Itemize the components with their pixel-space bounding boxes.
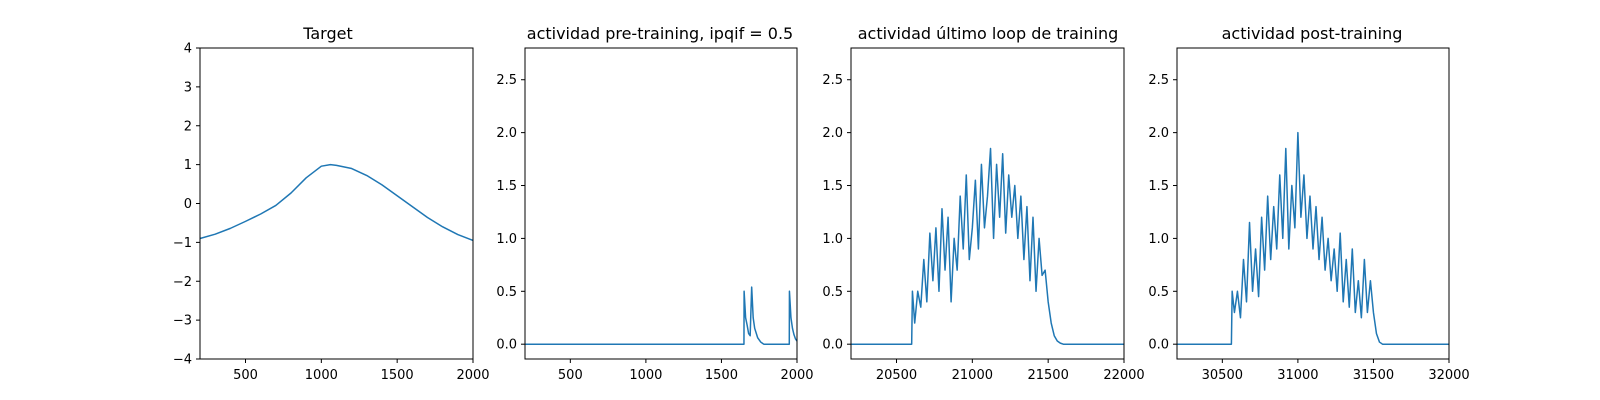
x-tick-label: 2000 [780, 368, 813, 383]
y-tick-label: 0 [184, 197, 192, 212]
x-tick-label: 1000 [629, 368, 662, 383]
axes-frame [199, 47, 474, 360]
x-tick-label: 500 [558, 368, 583, 383]
x-tick-label: 31000 [1277, 368, 1318, 383]
x-tick-label: 21500 [1027, 368, 1068, 383]
x-tick-label: 31500 [1353, 368, 1394, 383]
series-line [851, 147, 1124, 345]
subplot-post-training: actividad post-training 30500 31000 31500 3… [1148, 24, 1469, 383]
x-tick-label: 500 [233, 368, 258, 383]
x-tick-label: 2000 [456, 368, 489, 383]
y-tick-label: 0.0 [822, 338, 843, 353]
series-line [525, 286, 798, 345]
y-tick-label: −3 [173, 314, 192, 329]
y-tick-label: −4 [173, 353, 192, 368]
y-tick-label: 1.5 [1148, 179, 1169, 194]
y-tick-label: 2.5 [1148, 73, 1169, 88]
x-tick-label: 20500 [876, 368, 917, 383]
y-tick-label: 4 [184, 42, 192, 57]
series-line [199, 163, 474, 242]
y-tick-label: 2.0 [822, 126, 843, 141]
y-tick-label: 3 [184, 80, 192, 95]
subplot-title: Target [302, 24, 353, 43]
subplot-title: actividad post-training [1222, 24, 1403, 43]
x-tick-label: 1500 [705, 368, 738, 383]
x-tick-label: 1000 [305, 368, 338, 383]
y-tick-label: 0.5 [496, 285, 517, 300]
subplot-target: Target 500 1000 1500 2000 −4 −3 −2 −1 0 1 2 3 4 [173, 24, 490, 383]
y-tick-label: 2 [184, 119, 192, 134]
y-tick-label: 2.5 [822, 73, 843, 88]
subplot-last-training-loop: actividad último loop de training 20500 2… [822, 24, 1144, 383]
x-tick-label: 30500 [1202, 368, 1243, 383]
y-tick-label: 0.0 [1148, 338, 1169, 353]
subplot-title: actividad pre-training, ipqif = 0.5 [527, 24, 793, 43]
y-tick-label: 0.0 [496, 338, 517, 353]
x-tick-label: 22000 [1103, 368, 1144, 383]
x-tick-label: 1500 [381, 368, 414, 383]
subplot-title: actividad último loop de training [858, 24, 1119, 43]
x-tick-label: 32000 [1428, 368, 1469, 383]
x-tick-label: 21000 [952, 368, 993, 383]
y-tick-label: 2.5 [496, 73, 517, 88]
y-tick-label: 1.5 [496, 179, 517, 194]
y-tick-label: 1.5 [822, 179, 843, 194]
y-tick-label: 0.5 [822, 285, 843, 300]
y-tick-label: 1.0 [496, 232, 517, 247]
y-tick-label: −2 [173, 275, 192, 290]
y-tick-label: 1.0 [822, 232, 843, 247]
axes-frame [524, 47, 798, 360]
y-tick-label: 1.0 [1148, 232, 1169, 247]
y-tick-label: 0.5 [1148, 285, 1169, 300]
y-tick-label: −1 [173, 236, 192, 251]
subplot-pre-training: actividad pre-training, ipqif = 0.5 500 1… [496, 24, 813, 383]
y-tick-label: 2.0 [496, 126, 517, 141]
series-line [1177, 131, 1449, 345]
y-tick-label: 1 [184, 158, 192, 173]
y-tick-label: 2.0 [1148, 126, 1169, 141]
axes-frame [1176, 47, 1450, 360]
axes-frame [850, 47, 1125, 360]
